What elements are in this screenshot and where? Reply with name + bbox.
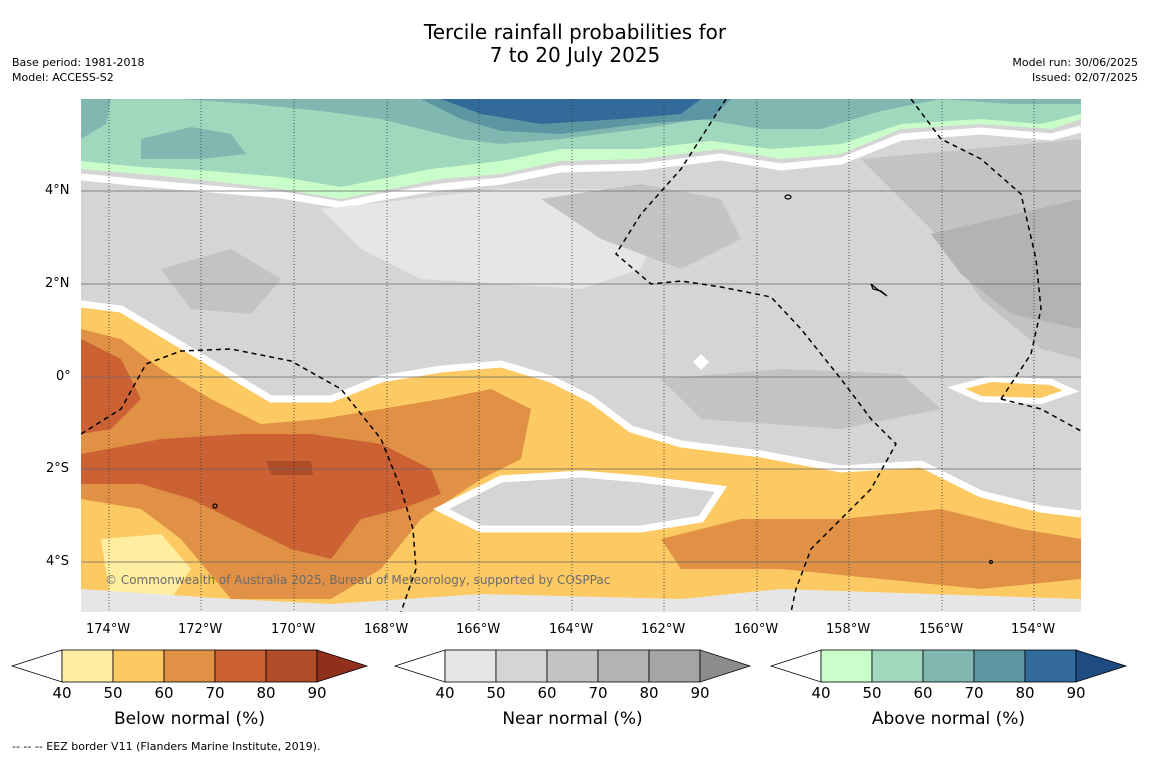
lon-label-174w: 174°W [86,622,131,637]
boundary-south [81,300,1081,518]
colorbar-tick-label: 80 [256,684,276,702]
colorbar-above-normal [769,649,1128,683]
above-normal-60-pocket [141,127,246,159]
colorbar-max-extension [699,649,752,683]
colorbar-segment [820,649,873,683]
boundary-north [81,125,1081,209]
near-normal-diamond [693,354,709,370]
lon-label-164w: 164°W [549,622,594,637]
colorbar-min-extension [10,649,63,683]
colorbar-tick-label: 50 [862,684,882,702]
colorbar-segment [546,649,599,683]
above-normal-60-left [81,99,111,139]
colorbar-segment [163,649,216,683]
colorbar-segment [265,649,318,683]
colorbar-tick-label: 50 [486,684,506,702]
forecast-map-svg [81,99,1081,612]
below-normal-70 [266,461,313,475]
colorbar-segment [597,649,650,683]
colorbar-min-extension [393,649,446,683]
copyright-note: © Commonwealth of Australia 2025, Bureau… [105,573,611,587]
colorbar-tick-label: 60 [913,684,933,702]
near-normal-60-west [161,249,281,314]
colorbar-tick-label: 50 [103,684,123,702]
colorbar-tick-label: 60 [154,684,174,702]
colorbar-tick-label: 90 [1066,684,1086,702]
lon-label-166w: 166°W [456,622,501,637]
islands [212,194,994,565]
map-title-line1: Tercile rainfall probabilities for [423,20,727,44]
colorbar-tick-label: 80 [1015,684,1035,702]
lat-label-2n: 2°N [45,276,70,291]
colorbar-segment [973,649,1026,683]
colorbar-tick-label: 80 [639,684,659,702]
near-normal-70-ne [931,199,1081,329]
eez-borders [81,99,1081,612]
lon-label-168w: 168°W [364,622,409,637]
lat-label-4s: 4°S [46,554,70,569]
near-normal-south-edge [81,589,1081,612]
forecast-map: © Commonwealth of Australia 2025, Bureau… [81,99,1081,612]
colorbar-segment [1024,649,1077,683]
colorbar-label-below-normal: Below normal (%) [114,709,265,729]
lon-label-172w: 172°W [178,622,223,637]
lon-label-154w: 154°W [1011,622,1056,637]
colorbar-tick-label: 70 [964,684,984,702]
latitude-lines [81,190,1081,563]
colorbar-segment [922,649,975,683]
colorbar-tick-label: 40 [435,684,455,702]
colorbar-segment [871,649,924,683]
colorbar-segment [495,649,548,683]
colorbar-segment [444,649,497,683]
above-normal-80 [441,99,701,124]
colorbar-tick-label: 40 [52,684,72,702]
colorbar-min-extension [769,649,822,683]
map-title-line2: 7 to 20 July 2025 [489,43,661,67]
lon-label-158w: 158°W [826,622,871,637]
colorbar-label-near-normal: Near normal (%) [502,709,643,729]
lat-label-2s: 2°S [46,461,70,476]
colorbar-segment [214,649,267,683]
lat-label-4n: 4°N [45,183,70,198]
below-normal-60 [81,339,141,434]
colorbar-below-normal [10,649,369,683]
near-normal-60-mid [541,184,741,269]
colorbar-max-extension [1075,649,1128,683]
colorbar-tick-label: 70 [205,684,225,702]
near-normal-60-south [661,369,941,429]
lon-label-160w: 160°W [734,622,779,637]
lon-label-156w: 156°W [919,622,964,637]
colorbar-tick-label: 70 [588,684,608,702]
model-run-label: Model run: 30/06/2025 [1012,56,1138,69]
colorbar-segment [61,649,114,683]
base-period-label: Base period: 1981-2018 [12,56,145,69]
below-normal-pocket-east [946,375,1080,405]
colorbar-near-normal [393,649,752,683]
below-normal-40-light [101,534,191,604]
colorbar-tick-label: 90 [690,684,710,702]
near-normal-pocket-south [433,470,728,533]
colorbar-tick-label: 60 [537,684,557,702]
lon-label-170w: 170°W [271,622,316,637]
colorbars-svg [10,649,1128,683]
colorbar-tick-label: 90 [307,684,327,702]
colorbar-segment [112,649,165,683]
lon-label-162w: 162°W [641,622,686,637]
lat-label-0: 0° [56,369,71,384]
eez-footnote: -- -- -- EEZ border V11 (Flanders Marine… [12,740,321,753]
colorbar-segment [648,649,701,683]
colorbar-label-above-normal: Above normal (%) [871,709,1026,729]
below-normal-60-core [81,434,441,559]
issued-label: Issued: 02/07/2025 [1031,71,1138,84]
colorbar-max-extension [316,649,369,683]
below-normal-50-south [661,509,1081,589]
colorbar-tick-label: 40 [811,684,831,702]
model-label: Model: ACCESS-S2 [12,71,114,84]
